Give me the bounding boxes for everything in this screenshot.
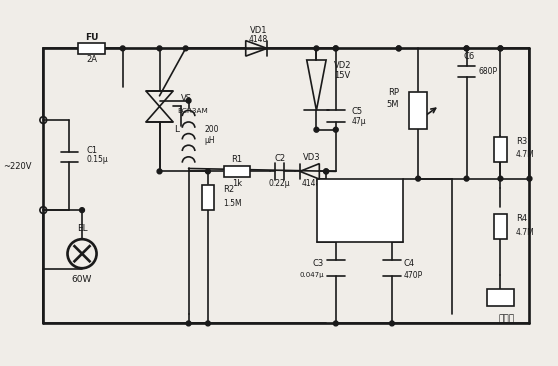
Circle shape [396, 46, 401, 51]
Circle shape [527, 176, 532, 181]
Circle shape [205, 169, 210, 174]
Circle shape [314, 127, 319, 132]
Text: 4148: 4148 [249, 35, 268, 44]
Bar [494, 214, 507, 239]
Text: 0.047μ: 0.047μ [300, 272, 324, 278]
Text: 680P: 680P [478, 67, 497, 76]
Circle shape [121, 46, 125, 51]
Text: 4: 4 [393, 229, 398, 238]
Text: C4: C4 [403, 259, 415, 268]
Circle shape [464, 176, 469, 181]
Text: 4.7M: 4.7M [516, 228, 535, 237]
Text: 5M: 5M [386, 100, 399, 109]
Text: C2: C2 [274, 154, 285, 163]
Circle shape [333, 46, 338, 51]
Circle shape [416, 176, 421, 181]
Circle shape [498, 46, 503, 51]
Text: L: L [174, 125, 179, 134]
Circle shape [333, 127, 338, 132]
Text: VD1: VD1 [249, 26, 267, 36]
Bar [318, 179, 403, 242]
Circle shape [186, 321, 191, 326]
Text: 1: 1 [321, 229, 327, 238]
Circle shape [157, 169, 162, 174]
Text: ~220V: ~220V [3, 162, 32, 171]
Circle shape [464, 46, 469, 51]
Text: 200: 200 [204, 125, 219, 134]
Bar [224, 165, 249, 177]
Text: 4148: 4148 [302, 179, 321, 188]
Text: 8: 8 [321, 181, 327, 190]
Circle shape [498, 46, 503, 51]
Text: C6: C6 [464, 52, 475, 61]
Bar [410, 92, 427, 129]
Text: 1k: 1k [232, 179, 242, 187]
Text: C5: C5 [352, 107, 362, 116]
Text: VS: VS [181, 94, 192, 103]
Text: C1: C1 [87, 146, 98, 154]
Text: FU: FU [85, 33, 98, 42]
Bar [487, 288, 514, 306]
Bar [202, 185, 214, 210]
Text: 47μ: 47μ [352, 117, 366, 127]
Circle shape [396, 46, 401, 51]
Text: EL: EL [76, 224, 88, 233]
Circle shape [157, 46, 162, 51]
Text: 60W: 60W [72, 275, 92, 284]
Text: 1.5M: 1.5M [223, 199, 242, 208]
Text: 2A: 2A [86, 56, 97, 64]
Circle shape [80, 208, 84, 213]
Text: R4: R4 [516, 214, 527, 223]
Text: RP: RP [388, 89, 399, 97]
Text: R2: R2 [223, 185, 234, 194]
Circle shape [324, 169, 329, 174]
Circle shape [186, 98, 191, 103]
Text: VD3: VD3 [303, 153, 320, 162]
Circle shape [333, 321, 338, 326]
Text: μH: μH [204, 136, 215, 145]
Text: VD2: VD2 [334, 61, 352, 70]
Text: 470P: 470P [403, 270, 423, 280]
Text: BCR3AM: BCR3AM [177, 108, 208, 114]
Text: 0.15μ: 0.15μ [87, 155, 109, 164]
Text: 0.22μ: 0.22μ [269, 179, 290, 188]
Text: R1: R1 [232, 155, 243, 164]
Circle shape [205, 321, 210, 326]
Bar [78, 42, 105, 54]
Text: R3: R3 [516, 137, 527, 146]
Text: 5: 5 [393, 181, 399, 190]
Circle shape [324, 169, 329, 174]
Circle shape [183, 46, 188, 51]
Text: C3: C3 [313, 259, 324, 268]
Text: 4.7M: 4.7M [516, 150, 535, 160]
Text: 触摸板: 触摸板 [498, 314, 514, 323]
Circle shape [314, 46, 319, 51]
Text: IC:LS7232: IC:LS7232 [335, 194, 384, 203]
Circle shape [498, 176, 503, 181]
Circle shape [333, 46, 338, 51]
Text: 15V: 15V [334, 71, 350, 80]
Bar [494, 137, 507, 162]
Circle shape [389, 321, 395, 326]
Circle shape [464, 46, 469, 51]
